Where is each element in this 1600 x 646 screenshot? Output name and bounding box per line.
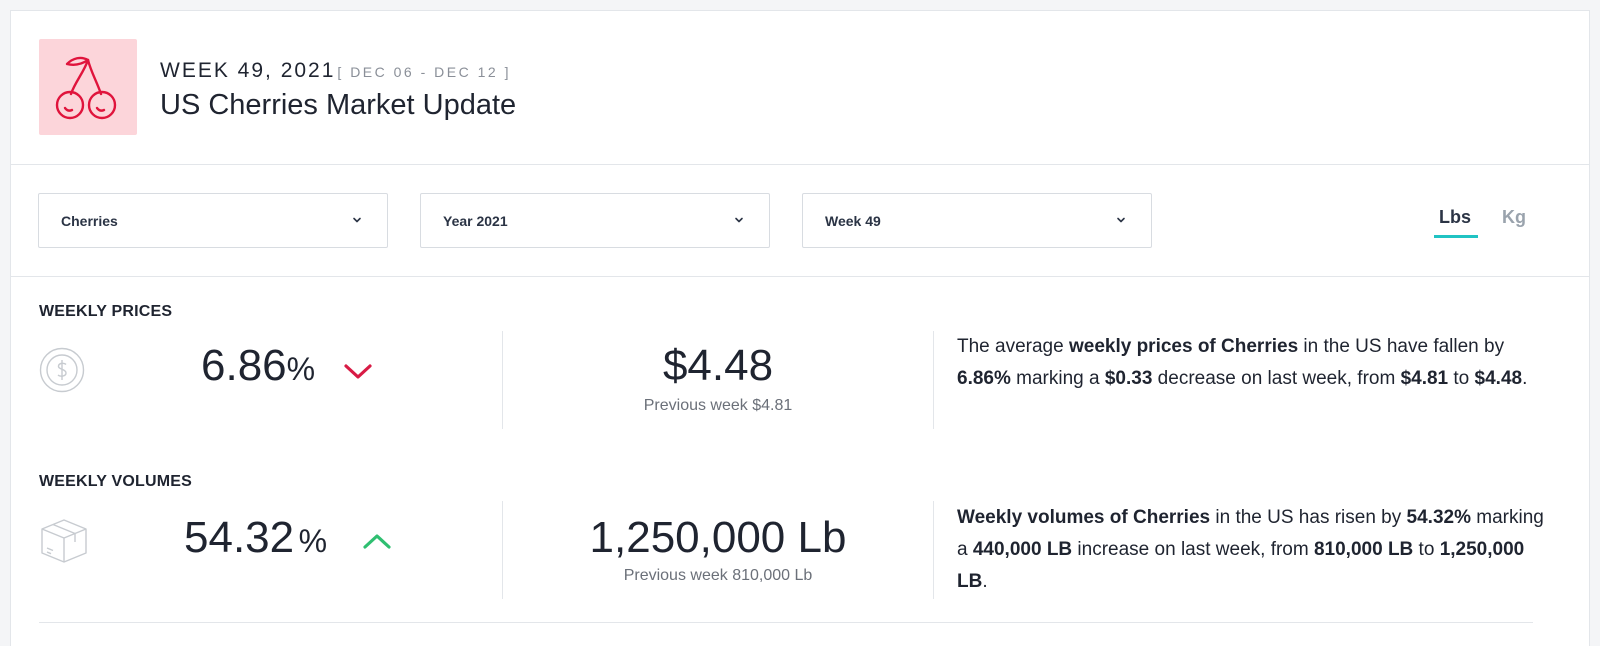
product-select[interactable]: Cherries (38, 193, 388, 248)
desc-text: . (982, 571, 988, 592)
unit-tab-kg[interactable]: Kg (1502, 207, 1526, 227)
desc-text: increase on last week, from (1072, 539, 1314, 560)
desc-text: in the US have fallen by (1298, 336, 1505, 357)
desc-bold-text: $4.81 (1400, 368, 1449, 389)
desc-bold-text: 54.32% (1406, 507, 1471, 528)
column-divider (933, 501, 934, 599)
prices-description: The average weekly prices of Cherries in… (957, 331, 1547, 395)
desc-text: to (1413, 539, 1440, 560)
column-divider (933, 331, 934, 429)
chevron-down-icon (353, 217, 361, 223)
desc-bold-text: weekly prices of Cherries (1068, 336, 1299, 357)
chevron-down-icon (735, 217, 743, 223)
year-select-value: Year 2021 (443, 212, 508, 229)
desc-text: to (1448, 368, 1475, 389)
prices-percent-value: 6.86 (201, 341, 287, 390)
desc-text: decrease on last week, from (1152, 368, 1401, 389)
product-logo (39, 39, 137, 135)
desc-text: . (1522, 368, 1528, 389)
week-heading: WEEK 49, 2021 [ DEC 06 - DEC 12 ] (160, 59, 511, 83)
week-date-range: [ DEC 06 - DEC 12 ] (337, 64, 511, 80)
desc-bold-text: Weekly volumes of Cherries (957, 507, 1211, 528)
section-divider (39, 622, 1533, 623)
chevron-down-icon (1117, 217, 1125, 223)
volumes-percent-change: 54.32 % (184, 513, 327, 563)
volumes-percent-value: 54.32 (184, 513, 295, 562)
page-title: US Cherries Market Update (160, 89, 517, 121)
column-divider (502, 331, 503, 429)
desc-bold-text: $4.48 (1474, 368, 1523, 389)
desc-text: in the US has risen by (1210, 507, 1407, 528)
volumes-current-value: 1,250,000 Lb (589, 513, 847, 562)
week-select-value: Week 49 (825, 212, 881, 229)
filter-bar: Cherries Year 2021 Week 49 Lbs Kg (11, 165, 1589, 277)
desc-bold-text: 810,000 LB (1313, 539, 1414, 560)
weekly-prices-label: WEEKLY PRICES (39, 303, 173, 320)
chevron-down-icon (344, 364, 372, 379)
desc-text: marking a (957, 507, 1544, 560)
desc-bold-text: 6.86% (957, 368, 1011, 389)
dollar-coin-icon (39, 347, 85, 393)
volumes-description: Weekly volumes of Cherries in the US has… (957, 502, 1547, 598)
weekly-volumes-label: WEEKLY VOLUMES (39, 473, 193, 490)
year-select[interactable]: Year 2021 (420, 193, 770, 248)
column-divider (502, 501, 503, 599)
prices-current-value: $4.48 (662, 341, 774, 390)
prices-percent-change: 6.86% (201, 341, 315, 391)
market-update-card: WEEK 49, 2021 [ DEC 06 - DEC 12 ] US Che… (10, 10, 1590, 646)
desc-text: The average (957, 336, 1069, 357)
product-select-value: Cherries (61, 212, 118, 229)
week-title: WEEK 49, 2021 (160, 59, 336, 82)
page-top-strip (0, 0, 1600, 10)
prices-previous-week: Previous week $4.81 (643, 397, 793, 414)
chevron-up-icon (363, 534, 391, 549)
desc-bold-text: $0.33 (1104, 368, 1153, 389)
active-unit-indicator (1434, 235, 1478, 238)
desc-text: marking a (1010, 368, 1105, 389)
volumes-previous-week: Previous week 810,000 Lb (623, 567, 813, 584)
week-select[interactable]: Week 49 (802, 193, 1152, 248)
report-header: WEEK 49, 2021 [ DEC 06 - DEC 12 ] US Che… (11, 11, 1589, 165)
desc-bold-text: 1,250,000 LB (957, 539, 1525, 592)
prices-percent-sign: % (286, 351, 316, 387)
desc-bold-text: 440,000 LB (972, 539, 1073, 560)
package-box-icon (41, 519, 87, 563)
cherries-icon (55, 56, 117, 120)
volumes-percent-sign: % (298, 523, 328, 559)
unit-tab-lbs[interactable]: Lbs (1439, 207, 1472, 227)
